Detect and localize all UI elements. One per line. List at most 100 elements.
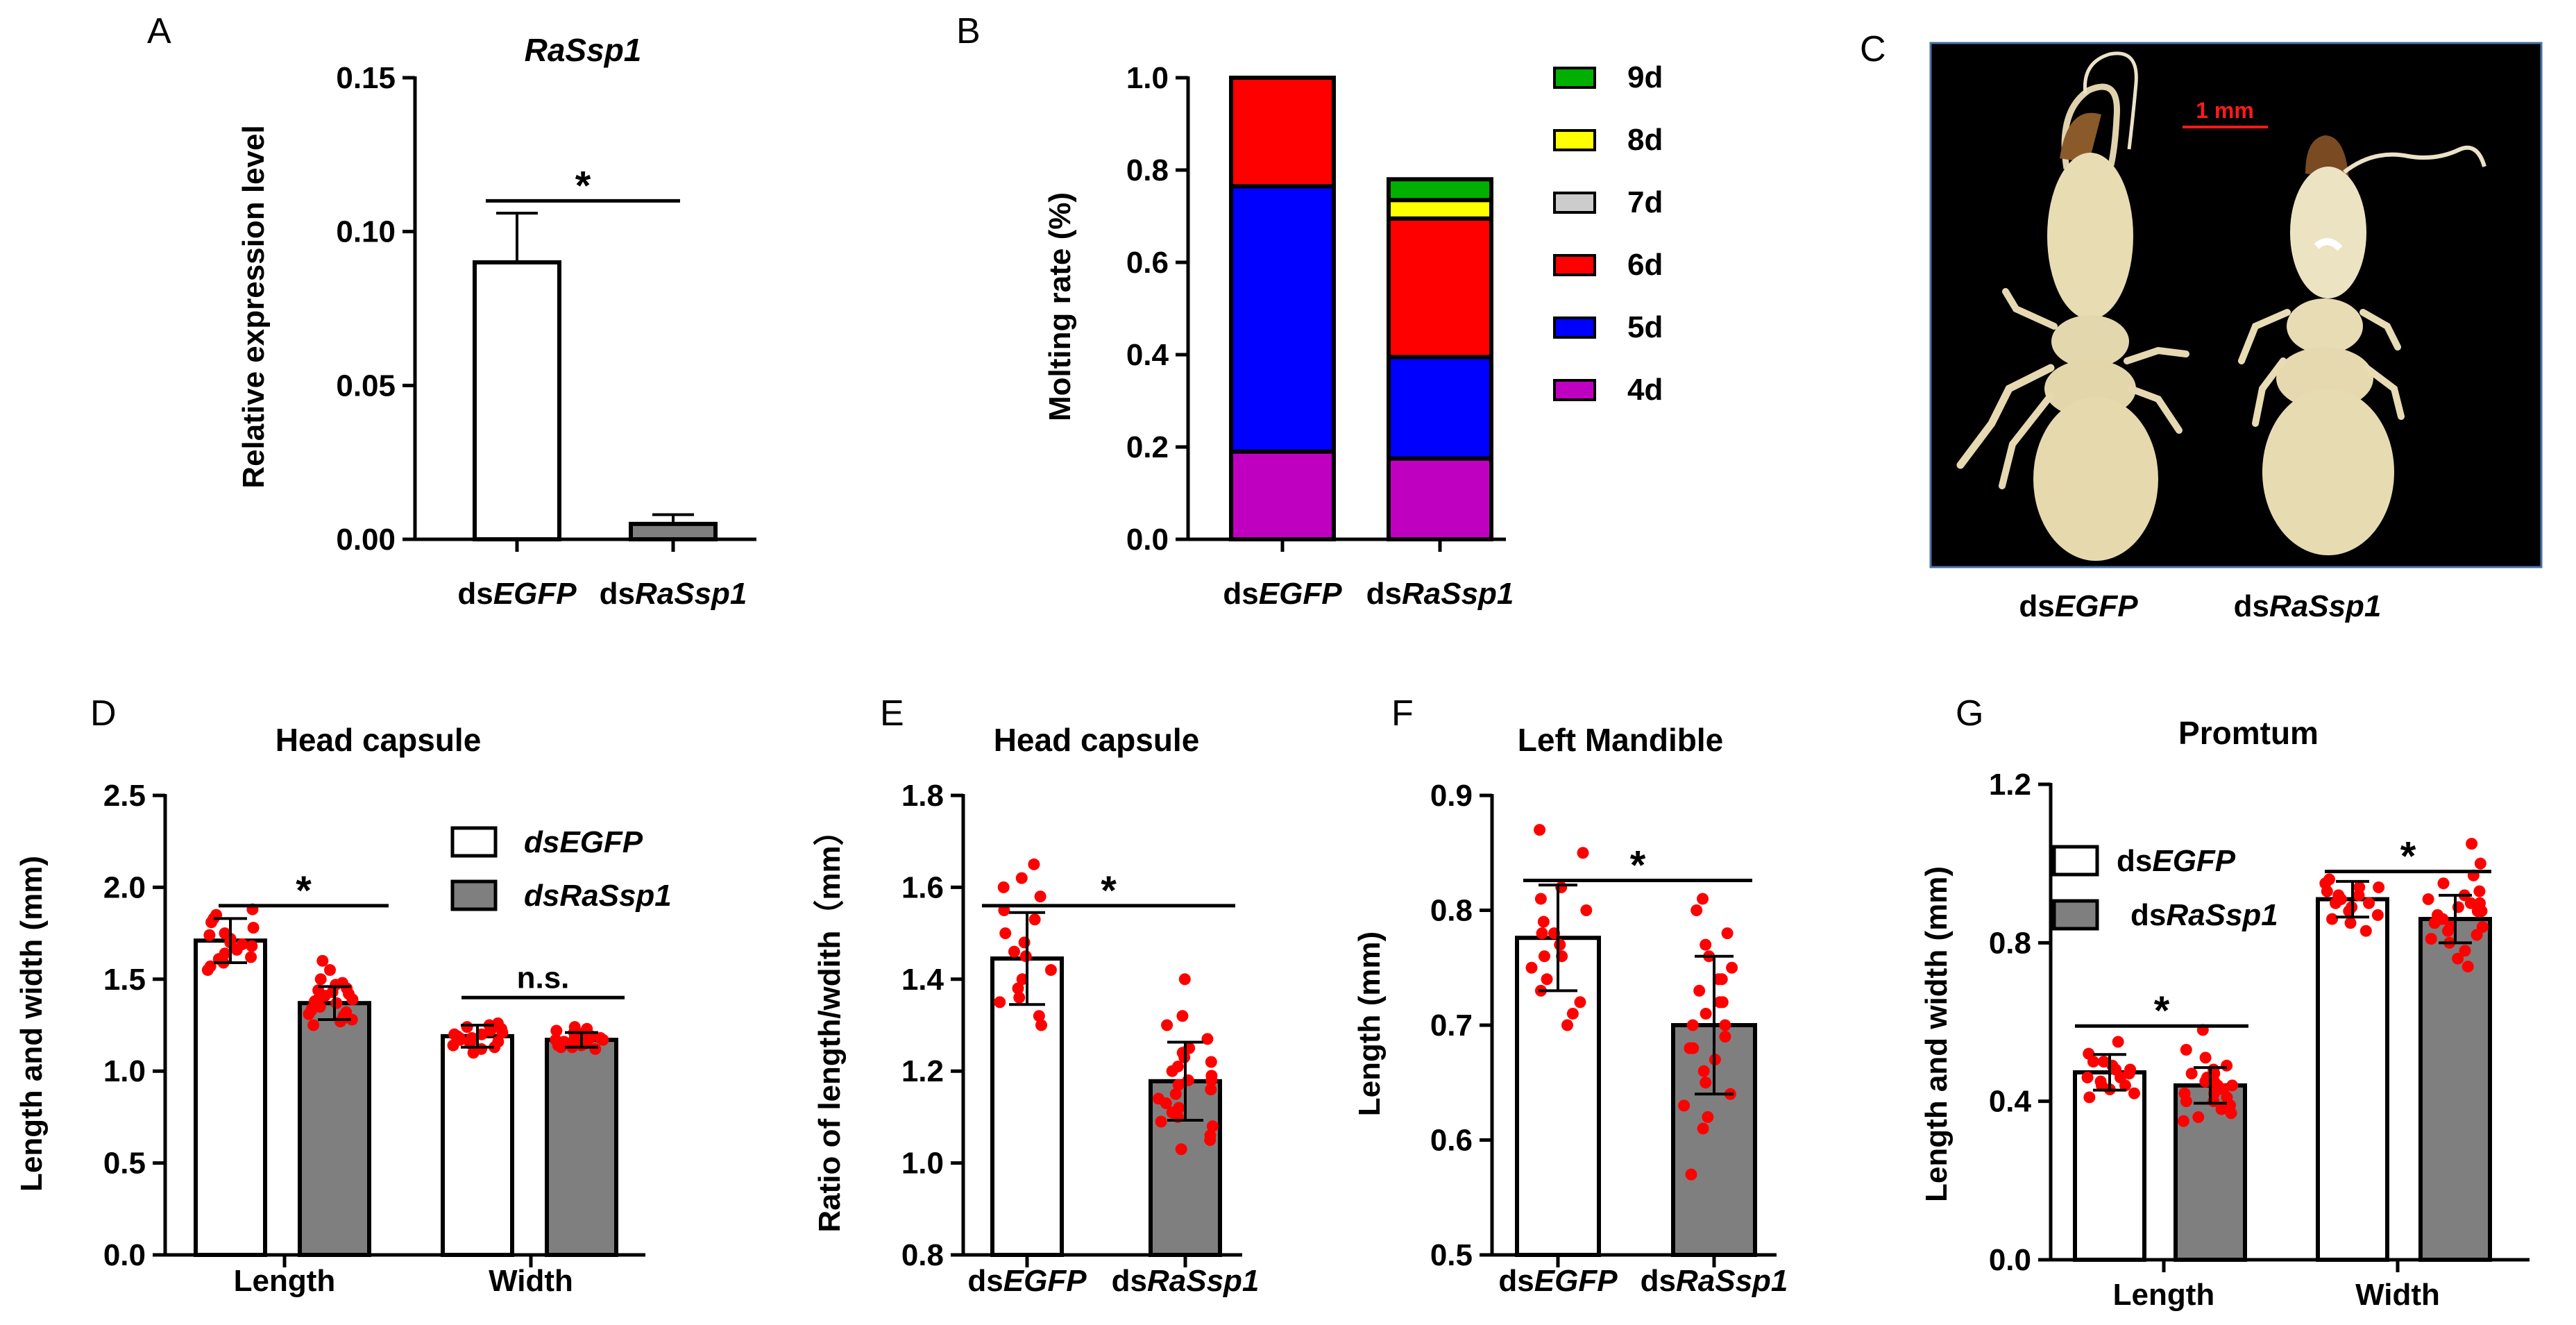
y-tick-label: 0.05 [336, 369, 396, 403]
bar [545, 1038, 618, 1257]
y-tick-label: 0.2 [1126, 430, 1169, 464]
data-point [589, 1043, 602, 1055]
data-point [2192, 1111, 2205, 1123]
bar [1229, 449, 1336, 542]
data-point [1166, 1106, 1178, 1119]
data-point [2425, 933, 2437, 945]
y-tick-label: 0.0 [1126, 523, 1169, 557]
y-tick-label: 2.0 [103, 870, 146, 904]
y-tick-label: 1.0 [901, 1147, 944, 1181]
bar [1387, 456, 1493, 541]
panel-letter-b: B [956, 11, 981, 51]
data-point [1033, 1010, 1045, 1022]
data-point [2353, 889, 2365, 902]
chart-title: Promtum [2178, 715, 2319, 751]
photo-label-egfp: dsEGFP [2019, 589, 2138, 623]
data-point [1700, 1007, 1712, 1020]
data-point [2437, 913, 2449, 925]
data-point [1028, 913, 1041, 926]
data-point [339, 1011, 351, 1024]
bar [1229, 184, 1336, 454]
data-point [1012, 982, 1024, 995]
data-point [2180, 1043, 2192, 1056]
significance-star: * [296, 868, 312, 913]
chart-title: Left Mandible [1518, 722, 1723, 758]
y-tick-label: 1.2 [1989, 768, 2031, 802]
y-tick-label: 0.6 [1430, 1124, 1473, 1158]
data-point [1152, 1092, 1164, 1105]
data-point [1034, 891, 1046, 903]
y-tick-label: 0.7 [1430, 1008, 1473, 1043]
y-tick-label: 1.8 [901, 779, 944, 813]
panel-d: D Head capsule Length and width (mm) 0.0… [15, 693, 672, 1298]
data-point [2110, 1063, 2122, 1076]
data-point [1155, 1115, 1167, 1128]
significance-star: * [575, 163, 591, 208]
data-point [461, 1021, 473, 1033]
bar [473, 260, 561, 541]
bar [194, 938, 267, 1258]
data-point [1700, 1077, 1712, 1089]
y-tick-label: 0.10 [336, 215, 396, 249]
bar [2316, 897, 2389, 1262]
data-point [2180, 1095, 2192, 1108]
panel-letter-d: D [90, 693, 117, 734]
data-point [2471, 905, 2484, 918]
data-point [997, 881, 1010, 893]
data-point [2326, 913, 2339, 925]
data-point [466, 1032, 478, 1045]
y-tick-label: 0.5 [103, 1147, 146, 1181]
data-point [316, 954, 329, 967]
x-tick-label: Width [489, 1264, 573, 1298]
data-point [1534, 824, 1546, 836]
data-point [1008, 945, 1020, 958]
y-tick-label: 0.4 [1126, 338, 1169, 372]
data-point [314, 973, 327, 986]
data-point [236, 938, 248, 950]
data-point [1566, 1007, 1579, 1020]
data-point [1171, 1061, 1184, 1073]
data-point [303, 1008, 315, 1020]
y-axis-label: Length and width (mm) [15, 856, 49, 1192]
x-tick-label: dsEGFP [1223, 577, 1342, 611]
scale-bar-label: 1 mm [2196, 98, 2254, 123]
y-tick-label: 0.0 [103, 1238, 146, 1272]
data-point [1204, 1129, 1217, 1142]
y-tick-label: 1.0 [1126, 61, 1169, 95]
bar [629, 521, 718, 541]
data-point [1205, 1074, 1218, 1086]
data-point [207, 912, 220, 925]
data-point [330, 997, 343, 1009]
bar [1229, 76, 1336, 189]
data-point [2437, 877, 2450, 890]
legend-label: dsEGFP [524, 825, 643, 859]
bar [1387, 198, 1493, 221]
data-point [1161, 1019, 1173, 1031]
significance-star: * [2154, 988, 2170, 1033]
y-tick-label: 1.0 [103, 1054, 146, 1088]
legend-label: 7d [1627, 185, 1663, 219]
panel-letter-c: C [1860, 29, 1886, 69]
data-point [1726, 961, 1738, 974]
legend-swatch [1553, 317, 1596, 339]
legend-swatch [1553, 67, 1596, 89]
x-tick-label: dsRaSsp1 [600, 577, 747, 611]
data-point [2459, 945, 2471, 957]
chart-title: RaSsp1 [525, 32, 642, 68]
data-point [246, 940, 258, 952]
data-point [2466, 838, 2478, 850]
legend-swatch [1553, 192, 1596, 214]
data-point [999, 927, 1012, 940]
data-point [2476, 921, 2489, 933]
y-tick-label: 1.2 [901, 1054, 944, 1088]
data-point [1690, 904, 1703, 916]
data-point [245, 951, 257, 963]
legend-label: dsEGFP [2117, 844, 2236, 878]
data-point [1537, 915, 1550, 928]
data-point [2081, 1071, 2094, 1083]
y-tick-label: 0.00 [336, 523, 396, 557]
panel-g: G Promtum Length and width (mm) 0.0 0.4 0.… [1920, 693, 2530, 1312]
data-point [1015, 872, 1028, 884]
data-point [491, 1017, 504, 1029]
data-point [1534, 893, 1547, 905]
